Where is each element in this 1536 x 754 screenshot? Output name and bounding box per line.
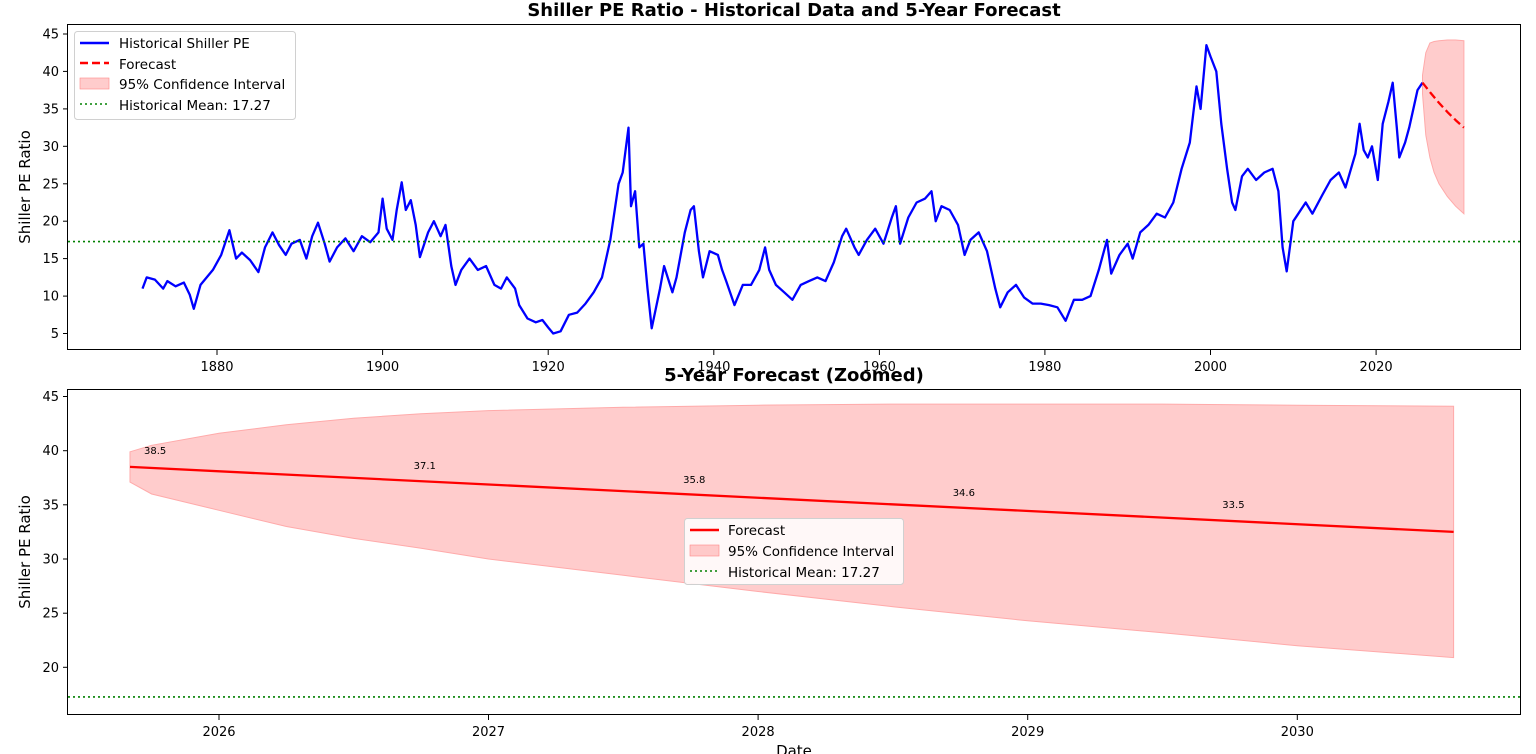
- forecast-value-annotation: 35.8: [683, 475, 705, 486]
- y-tick-label: 35: [42, 102, 59, 117]
- y-tick-label: 20: [42, 661, 59, 676]
- forecast-zoom-chart-xlabel: Date: [776, 742, 812, 754]
- forecast-value-annotation: 38.5: [144, 446, 166, 457]
- legend-label-ci: 95% Confidence Interval: [119, 77, 285, 93]
- x-tick-label: 1980: [1028, 360, 1061, 375]
- series-forecast-line: [1421, 81, 1465, 129]
- forecast-zoom-chart-frame: [67, 389, 1521, 715]
- historical-chart: 1880 1900 1920 1940 1960 1980 2000 2020 5 10 15 20…: [16, 0, 1521, 375]
- y-tick-label: 40: [42, 444, 59, 459]
- legend-label-mean: Historical Mean: 17.27: [728, 565, 880, 581]
- legend-label-mean: Historical Mean: 17.27: [119, 98, 271, 114]
- series-historical-line: [141, 44, 1424, 335]
- x-tick-label: 2000: [1194, 360, 1227, 375]
- legend-swatch-ci: [79, 77, 110, 90]
- x-tick-label: 2020: [1360, 360, 1393, 375]
- y-tick-label: 30: [42, 140, 59, 155]
- x-tick-label: 2030: [1281, 725, 1314, 740]
- forecast-zoom-chart: 38.537.135.834.633.5 2026 2027 2028 2029 203…: [16, 365, 1521, 754]
- forecast-value-annotation: 33.5: [1222, 500, 1244, 511]
- y-tick-label: 25: [42, 177, 59, 192]
- y-tick-label: 20: [42, 215, 59, 230]
- confidence-interval-band: [1422, 39, 1465, 215]
- forecast-zoom-chart-ylabel: Shiller PE Ratio: [16, 495, 34, 609]
- legend-box: [74, 31, 296, 120]
- y-tick-label: 35: [42, 498, 59, 513]
- y-tick-label: 15: [42, 252, 59, 267]
- legend-box: [684, 518, 904, 585]
- historical-chart-title: Shiller PE Ratio - Historical Data and 5…: [527, 0, 1061, 21]
- forecast-zoom-chart-title: 5-Year Forecast (Zoomed): [664, 365, 924, 386]
- legend-label-forecast: Forecast: [728, 523, 785, 539]
- x-tick-label: 2029: [1011, 725, 1044, 740]
- legend-label-ci: 95% Confidence Interval: [728, 544, 894, 560]
- y-tick-label: 45: [42, 28, 59, 43]
- x-tick-label: 2027: [472, 725, 505, 740]
- legend-label-forecast: Forecast: [119, 57, 176, 73]
- x-tick-label: 1960: [863, 360, 896, 375]
- x-tick-label: 1880: [200, 360, 233, 375]
- series-forecast-line: [129, 465, 1454, 534]
- forecast-value-annotation: 34.6: [953, 488, 975, 499]
- y-tick-label: 10: [42, 290, 59, 305]
- historical-chart-legend: Historical Shiller PE Forecast 95% Confi…: [74, 31, 296, 120]
- historical-chart-ylabel: Shiller PE Ratio: [16, 130, 34, 244]
- x-tick-label: 2026: [202, 725, 235, 740]
- y-tick-label: 25: [42, 607, 59, 622]
- x-tick-label: 2028: [742, 725, 775, 740]
- y-tick-label: 30: [42, 553, 59, 568]
- x-tick-label: 1900: [366, 360, 399, 375]
- y-tick-label: 45: [42, 390, 59, 405]
- forecast-zoom-chart-legend: Forecast 95% Confidence Interval Histori…: [684, 518, 904, 585]
- forecast-value-annotation: 37.1: [414, 461, 436, 472]
- legend-label-historical: Historical Shiller PE: [119, 36, 250, 52]
- historical-chart-frame: [67, 24, 1521, 350]
- y-tick-label: 5: [51, 327, 59, 342]
- legend-swatch-ci: [689, 544, 720, 557]
- x-tick-label: 1920: [532, 360, 565, 375]
- x-tick-label: 1940: [697, 360, 730, 375]
- y-tick-label: 40: [42, 65, 59, 80]
